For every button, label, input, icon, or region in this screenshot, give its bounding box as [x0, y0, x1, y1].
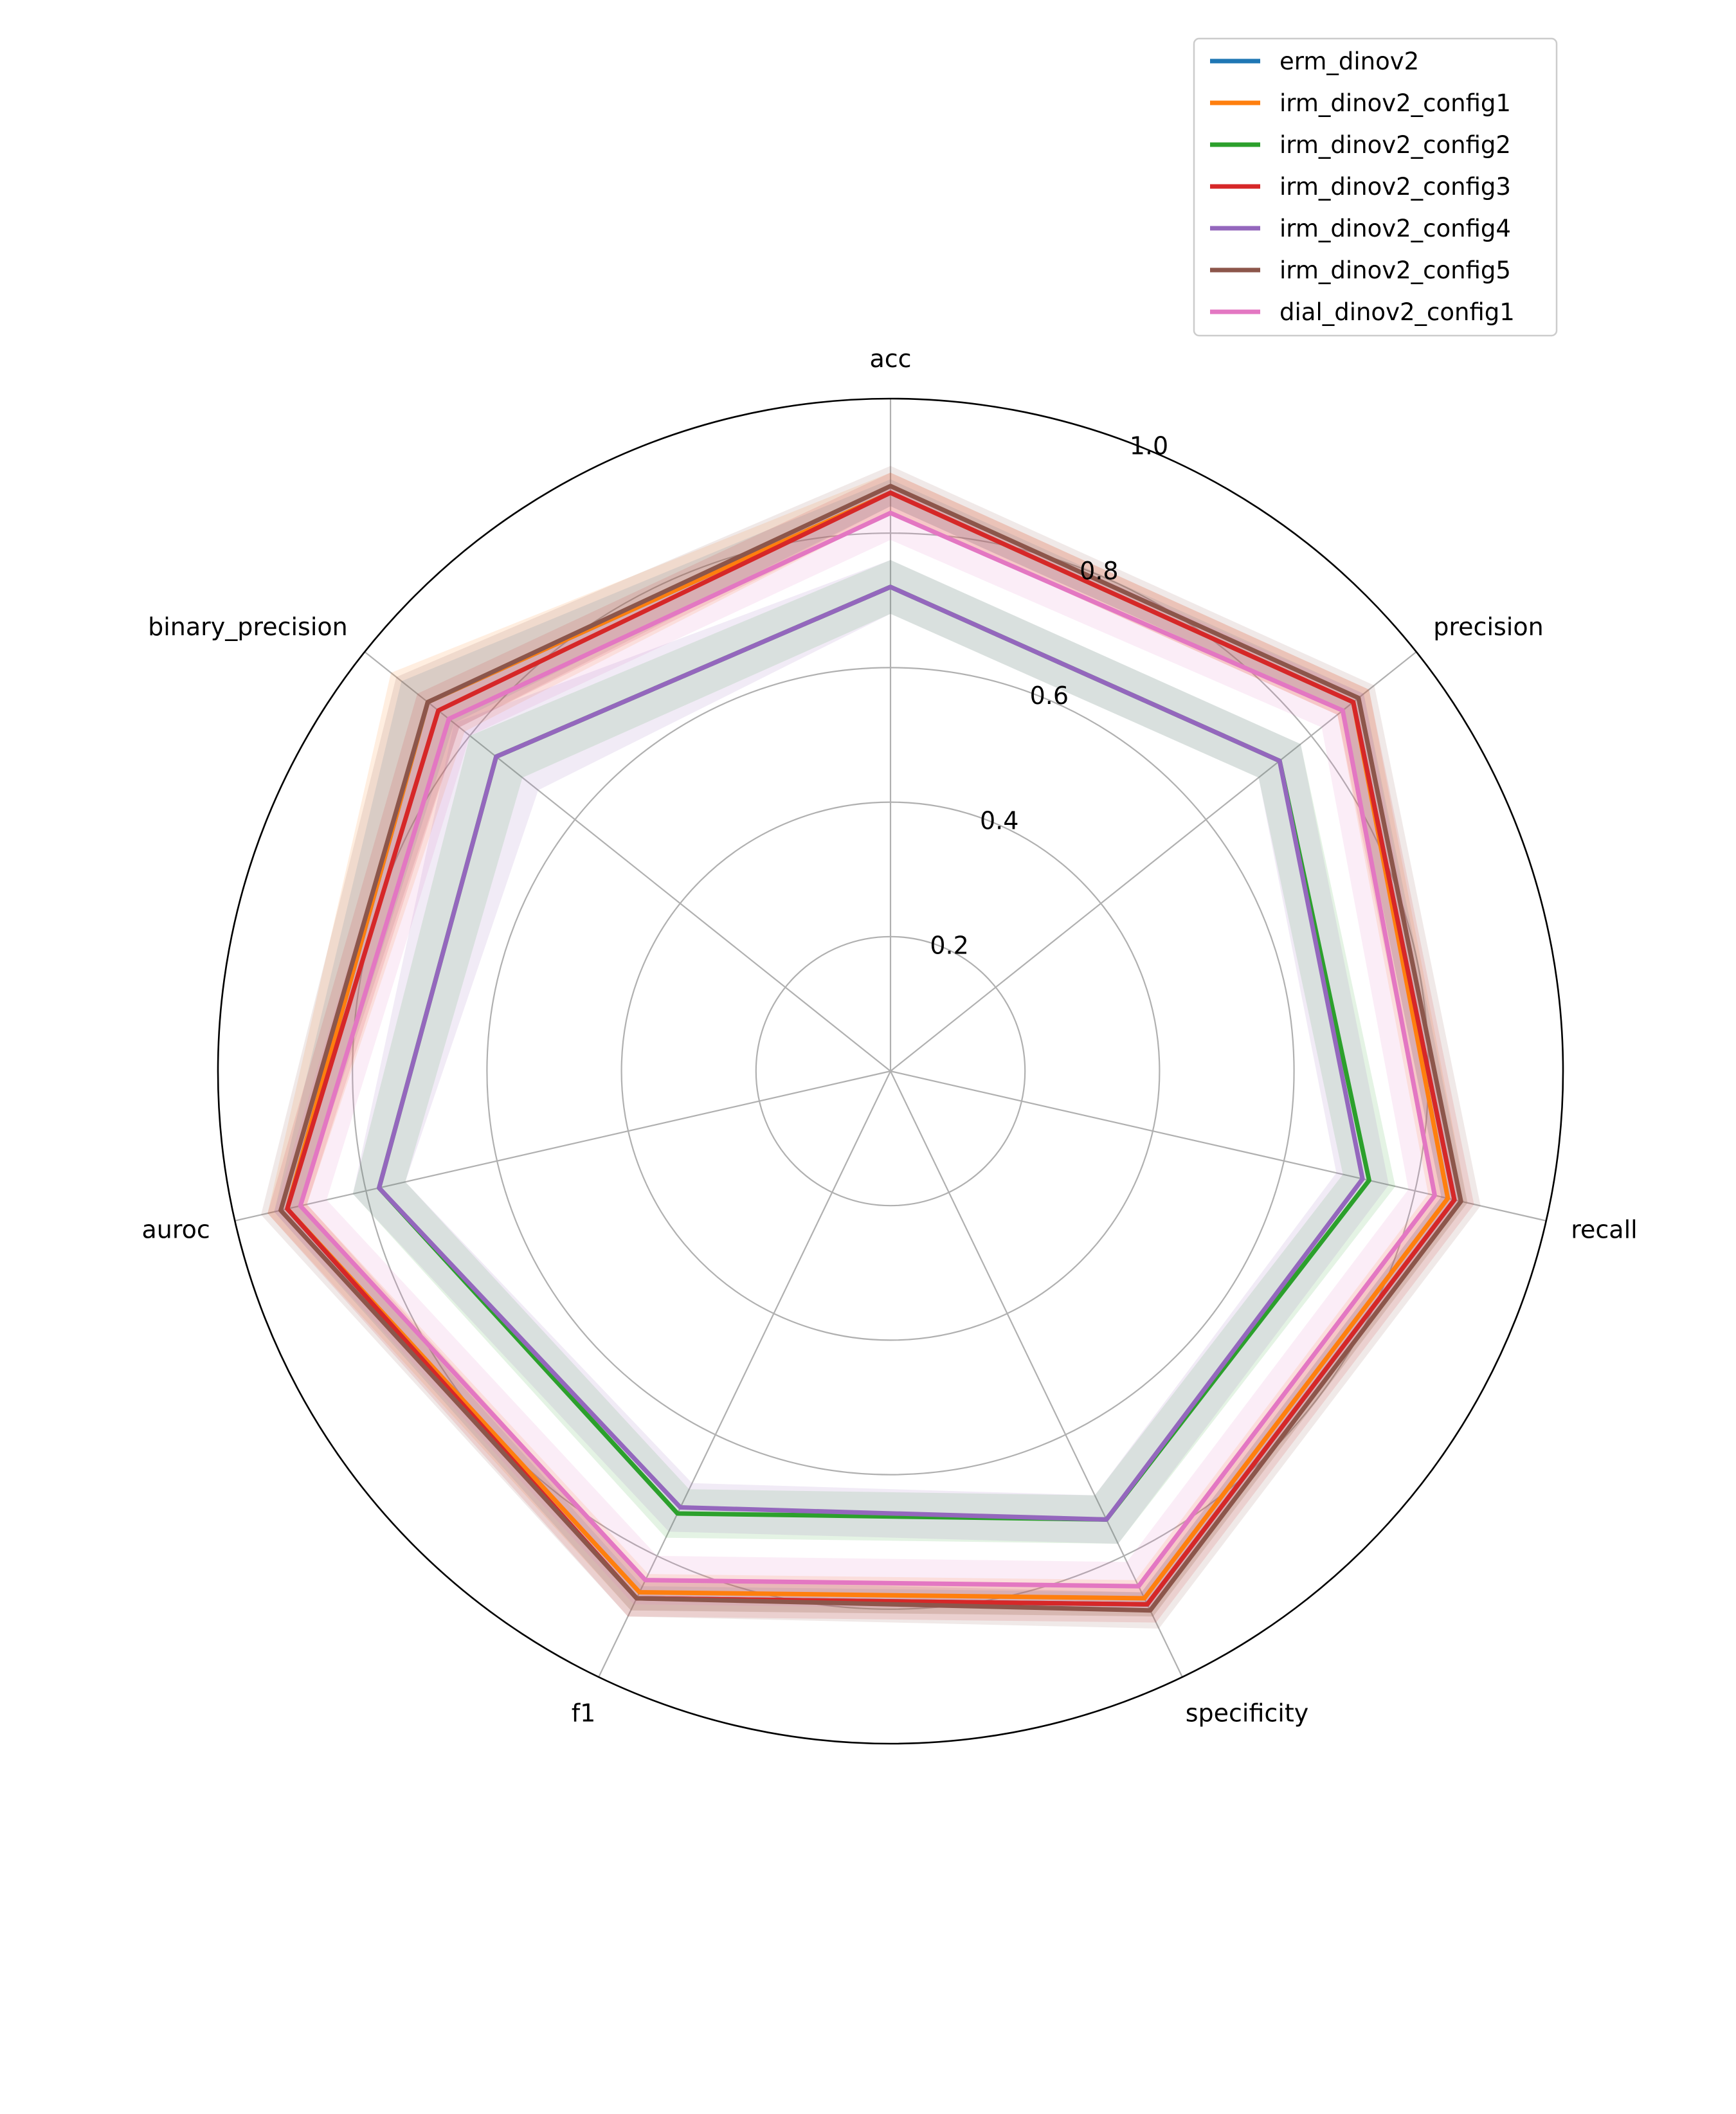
series-line-dial_dinov2_config1 — [298, 510, 1437, 1589]
series-bands — [261, 465, 1481, 1629]
axis-spoke — [598, 1071, 891, 1677]
outer-frame — [217, 397, 1564, 1745]
legend-items: erm_dinov2 irm_dinov2_config1 irm_dinov2_c… — [1210, 48, 1515, 326]
axis-spoke — [234, 1070, 891, 1222]
axis-spoke — [890, 651, 1417, 1072]
legend: erm_dinov2 irm_dinov2_config1 irm_dinov2_c… — [1193, 37, 1558, 337]
series-lines — [278, 483, 1463, 1613]
legend-frame — [1193, 37, 1558, 337]
axis-label-auroc: auroc — [141, 1216, 210, 1244]
axis-label-f1: f1 — [572, 1699, 596, 1727]
legend-label: irm_dinov2_config2 — [1279, 131, 1511, 159]
axis-spoke — [890, 1071, 1183, 1677]
radial-tick-label: 0.6 — [1030, 682, 1069, 710]
axis-spoke — [364, 651, 891, 1072]
series-line-irm_dinov2_config3 — [285, 490, 1457, 1607]
legend-label: dial_dinov2_config1 — [1279, 298, 1515, 326]
radial-tick-label: 1.0 — [1130, 432, 1168, 460]
axis-label-binary_precision: binary_precision — [148, 613, 348, 641]
series-line-irm_dinov2_config4 — [377, 584, 1365, 1522]
radial-tick-labels: 0.2 0.4 0.6 0.8 1.0 — [930, 432, 1168, 960]
legend-label: erm_dinov2 — [1279, 48, 1419, 75]
legend-label: irm_dinov2_config3 — [1279, 173, 1511, 201]
radial-tick-label: 0.2 — [930, 932, 968, 960]
legend-label: irm_dinov2_config5 — [1279, 257, 1511, 284]
axis-label-recall: recall — [1571, 1216, 1637, 1244]
axis-label-acc: acc — [869, 345, 911, 373]
radial-tick-label: 0.4 — [980, 806, 1018, 835]
legend-label: irm_dinov2_config1 — [1279, 89, 1511, 117]
series-line-irm_dinov2_config5 — [278, 483, 1463, 1613]
radial-tick-label: 0.8 — [1080, 557, 1118, 585]
legend-label: irm_dinov2_config4 — [1279, 215, 1511, 242]
axis-label-precision: precision — [1433, 613, 1543, 641]
axis-labels: acc precision recall specificity f1 auroc bina… — [141, 345, 1637, 1727]
axis-label-specificity: specificity — [1186, 1699, 1309, 1727]
